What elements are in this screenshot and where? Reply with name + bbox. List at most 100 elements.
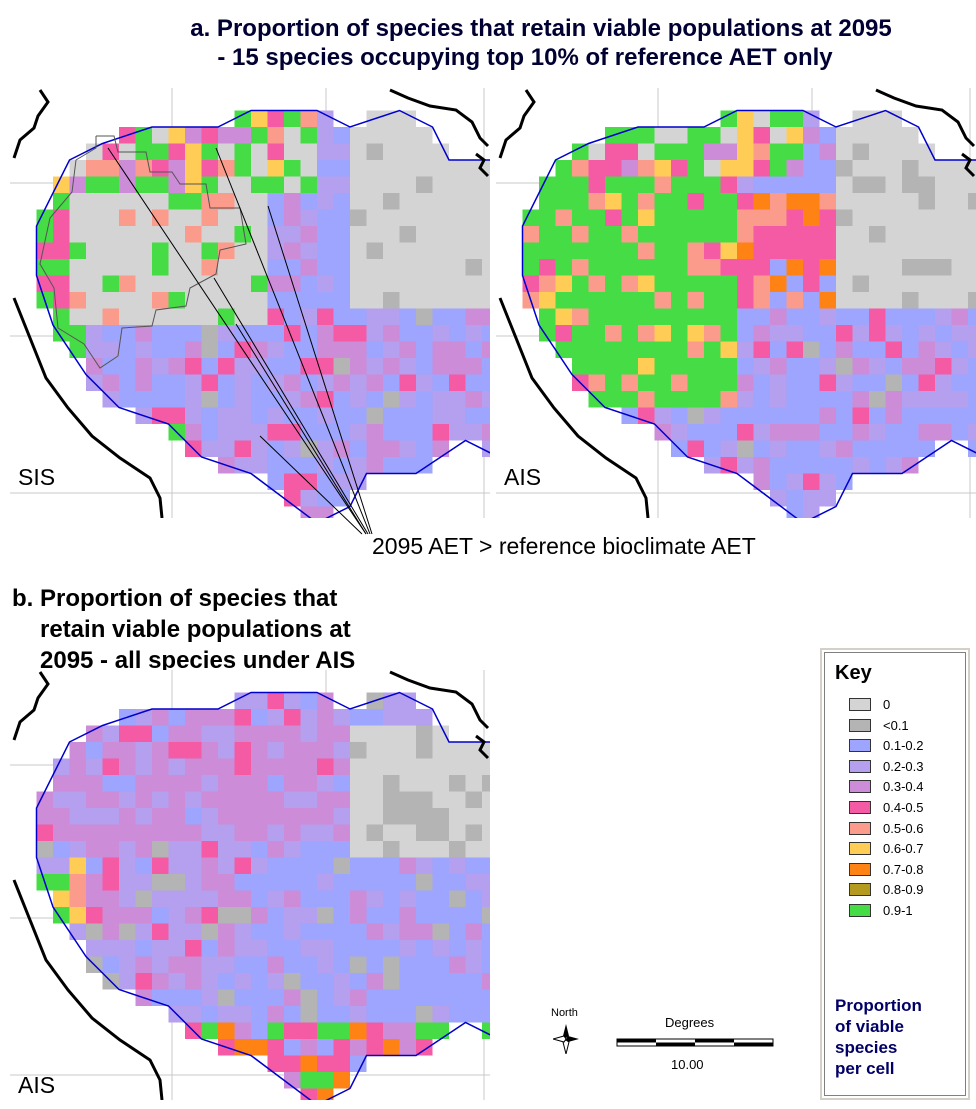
grid-cell	[185, 160, 202, 177]
grid-cell	[482, 973, 490, 990]
grid-cell	[885, 341, 902, 358]
grid-cell	[770, 308, 787, 325]
grid-cell	[836, 407, 853, 424]
grid-cell	[449, 1006, 466, 1023]
grid-cell	[102, 923, 119, 940]
grid-cell	[803, 407, 820, 424]
grid-cell	[317, 259, 334, 276]
grid-cell	[416, 989, 433, 1006]
grid-cell	[383, 923, 400, 940]
grid-cell	[119, 242, 136, 259]
grid-cell	[267, 940, 284, 957]
grid-cell	[918, 374, 935, 391]
grid-cell	[968, 341, 976, 358]
grid-cell	[654, 259, 671, 276]
grid-cell	[416, 1022, 433, 1039]
coastline	[475, 152, 490, 178]
grid-cell	[687, 226, 704, 243]
grid-cell	[621, 193, 638, 210]
grid-cell	[671, 226, 688, 243]
grid-cell	[333, 742, 350, 759]
grid-cell	[251, 824, 268, 841]
grid-cell	[555, 176, 572, 193]
grid-cell	[333, 127, 350, 144]
grid-cell	[300, 791, 317, 808]
grid-cell	[819, 160, 836, 177]
grid-cell	[836, 308, 853, 325]
grid-cell	[819, 242, 836, 259]
grid-cell	[687, 176, 704, 193]
grid-cell	[819, 358, 836, 375]
grid-cell	[69, 226, 86, 243]
grid-cell	[786, 473, 803, 490]
grid-cell	[218, 791, 235, 808]
grid-cell	[918, 358, 935, 375]
grid-cell	[482, 325, 490, 342]
grid-cell	[366, 1022, 383, 1039]
grid-cell	[300, 758, 317, 775]
grid-cell	[671, 391, 688, 408]
grid-cell	[300, 490, 317, 507]
grid-cell	[588, 374, 605, 391]
grid-cell	[53, 775, 70, 792]
grid-cell	[185, 890, 202, 907]
grid-cell	[770, 391, 787, 408]
grid-cell	[201, 391, 218, 408]
grid-cell	[251, 127, 268, 144]
grid-cell	[201, 907, 218, 924]
grid-cell	[671, 127, 688, 144]
grid-cell	[383, 725, 400, 742]
grid-cell	[539, 226, 556, 243]
grid-cell	[267, 890, 284, 907]
grid-cell	[267, 841, 284, 858]
grid-cell	[119, 358, 136, 375]
grid-cell	[201, 209, 218, 226]
grid-cell	[86, 824, 103, 841]
grid-cell	[267, 457, 284, 474]
grid-cell	[482, 841, 490, 858]
grid-cell	[432, 874, 449, 891]
grid-cell	[704, 259, 721, 276]
grid-cell	[119, 824, 136, 841]
grid-cell	[267, 209, 284, 226]
grid-cell	[333, 242, 350, 259]
grid-cell	[572, 226, 589, 243]
grid-cell	[201, 1022, 218, 1039]
grid-cell	[350, 1022, 367, 1039]
grid-cell	[102, 325, 119, 342]
grid-cell	[350, 989, 367, 1006]
grid-cell	[482, 857, 490, 874]
grid-cell	[588, 176, 605, 193]
grid-cell	[284, 742, 301, 759]
grid-cell	[786, 209, 803, 226]
grid-cell	[185, 193, 202, 210]
grid-cell	[416, 358, 433, 375]
grid-cell	[218, 358, 235, 375]
coastline	[498, 297, 650, 518]
grid-cell	[267, 808, 284, 825]
grid-cell	[135, 808, 152, 825]
grid-cell	[416, 391, 433, 408]
grid-cell	[267, 226, 284, 243]
grid-cell	[704, 391, 721, 408]
grid-cell	[383, 374, 400, 391]
grid-cell	[432, 808, 449, 825]
grid-cell	[720, 358, 737, 375]
grid-cell	[654, 193, 671, 210]
grid-cell	[786, 275, 803, 292]
grid-cell	[555, 275, 572, 292]
grid-cell	[383, 127, 400, 144]
grid-cell	[366, 824, 383, 841]
grid-cell	[465, 275, 482, 292]
map-panel-ais-all	[10, 670, 490, 1100]
grid-cell	[36, 226, 53, 243]
grid-cell	[819, 473, 836, 490]
grid-cell	[333, 1022, 350, 1039]
grid-cell	[366, 457, 383, 474]
grid-cell	[201, 407, 218, 424]
grid-cell	[449, 209, 466, 226]
grid-cell	[432, 775, 449, 792]
grid-cell	[935, 374, 952, 391]
coastline	[961, 152, 976, 178]
grid-cell	[284, 956, 301, 973]
